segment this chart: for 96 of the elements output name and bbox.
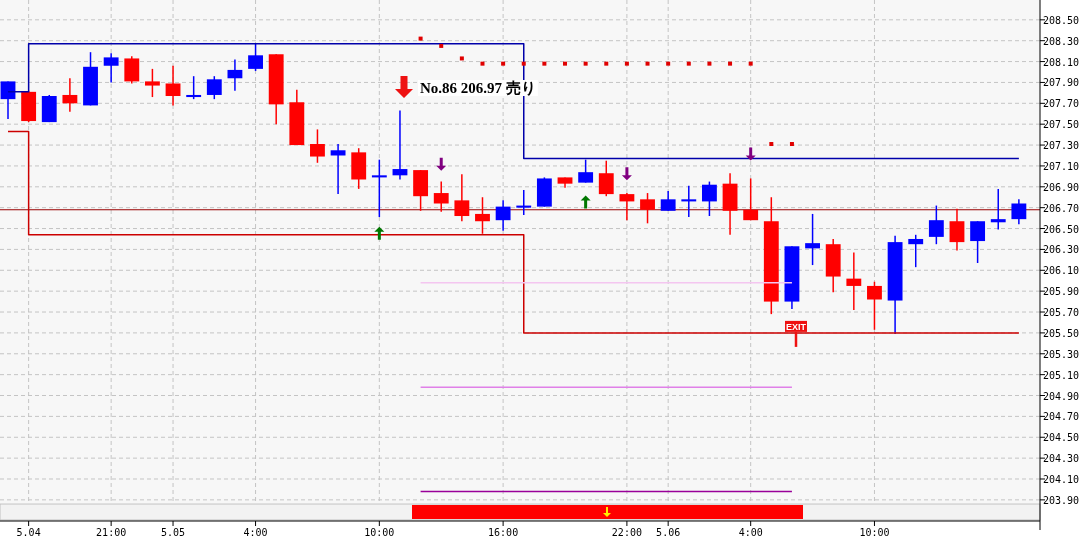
candlestick — [0, 80, 16, 120]
candlestick — [908, 234, 924, 268]
y-tick-label: 205.50 — [1042, 327, 1080, 339]
x-tick-label: 22:00 — [611, 527, 642, 538]
candlestick — [867, 281, 882, 331]
candlestick — [970, 220, 986, 264]
annotation: EXIT — [785, 321, 807, 332]
point — [748, 61, 753, 66]
candlestick — [640, 192, 655, 225]
point — [501, 61, 506, 66]
point — [624, 61, 629, 66]
candlestick — [206, 75, 222, 100]
candlestick — [990, 188, 1006, 231]
candlestick — [495, 199, 511, 232]
candlestick — [165, 64, 181, 107]
candlestick — [928, 204, 944, 245]
point — [686, 61, 691, 66]
y-tick-label: 208.50 — [1042, 14, 1080, 26]
x-tick-label: 4:00 — [243, 527, 268, 538]
candlestick — [681, 185, 697, 218]
point — [542, 61, 547, 66]
candlestick — [330, 143, 346, 195]
candlestick — [805, 213, 820, 266]
point — [439, 43, 444, 48]
candlestick — [186, 75, 202, 100]
y-tick-label: 203.90 — [1042, 494, 1080, 506]
annotation: No.86 206.97 売り — [420, 80, 536, 96]
point — [563, 61, 568, 66]
y-tick-label: 208.10 — [1042, 56, 1080, 68]
candlestick — [371, 158, 387, 218]
y-tick-label: 206.10 — [1042, 265, 1080, 277]
x-tick-label: 5.04 — [16, 527, 41, 538]
point — [621, 167, 632, 181]
x-tick-label: 5.05 — [160, 527, 186, 538]
y-tick-label: 206.30 — [1042, 244, 1080, 256]
point — [769, 142, 774, 147]
point — [645, 61, 650, 66]
candlestick — [124, 55, 140, 85]
x-tick-label: 10:00 — [364, 527, 395, 538]
y-tick-label: 207.90 — [1042, 77, 1080, 89]
y-tick-label: 207.30 — [1042, 140, 1080, 152]
point — [374, 226, 385, 240]
y-tick-label: 208.30 — [1042, 35, 1080, 47]
y-tick-label: 205.30 — [1042, 348, 1080, 360]
candlestick — [516, 189, 532, 216]
candlestick — [227, 58, 243, 92]
x-tick-label: 16:00 — [488, 527, 519, 538]
candlestick — [949, 207, 965, 252]
candlestick — [433, 180, 449, 213]
candlestick — [846, 251, 862, 311]
candlestick — [475, 196, 490, 235]
point — [666, 61, 671, 66]
y-tick-label: 204.90 — [1042, 390, 1080, 402]
candlestick — [248, 43, 263, 72]
point — [583, 61, 588, 66]
y-tick-label: 204.10 — [1042, 474, 1080, 485]
y-tick-label: 206.70 — [1042, 202, 1080, 214]
y-tick-label: 205.90 — [1042, 286, 1080, 298]
y-tick-label: 204.70 — [1042, 411, 1080, 423]
y-tick-label: 205.70 — [1042, 307, 1080, 319]
point — [745, 147, 756, 161]
y-tick-label: 205.10 — [1042, 369, 1080, 381]
candlestick — [392, 109, 408, 181]
point — [604, 61, 609, 66]
candlestick — [144, 68, 160, 98]
x-tick-label: 10:00 — [859, 527, 890, 538]
y-tick-label: 204.50 — [1042, 432, 1080, 444]
point — [580, 195, 591, 209]
candlestick — [598, 159, 614, 197]
candlestick — [701, 180, 717, 217]
candlestick — [1011, 198, 1027, 226]
point — [789, 142, 794, 147]
y-tick-label: 207.10 — [1042, 160, 1080, 172]
y-tick-label: 206.90 — [1042, 181, 1080, 193]
point — [459, 56, 464, 61]
y-tick-label: 204.30 — [1042, 453, 1080, 465]
point — [728, 61, 733, 66]
candlestick — [619, 192, 635, 221]
y-tick-label: 207.70 — [1042, 98, 1080, 110]
point — [418, 36, 423, 41]
point — [480, 61, 485, 66]
candlestick — [743, 177, 759, 221]
y-tick-label: 206.50 — [1042, 223, 1080, 235]
point — [436, 157, 447, 171]
y-tick-label: 207.50 — [1042, 119, 1080, 131]
x-tick-label: 21:00 — [96, 527, 127, 538]
candlestick — [103, 52, 119, 84]
point — [521, 61, 526, 66]
candlestick — [660, 190, 676, 212]
candlestick — [62, 77, 78, 113]
x-tick-label: 4:00 — [738, 527, 763, 538]
candlestick — [454, 173, 470, 222]
candlestick — [578, 158, 594, 184]
point — [707, 61, 712, 66]
x-tick-label: 5.06 — [656, 527, 681, 538]
candlestick — [310, 128, 325, 164]
